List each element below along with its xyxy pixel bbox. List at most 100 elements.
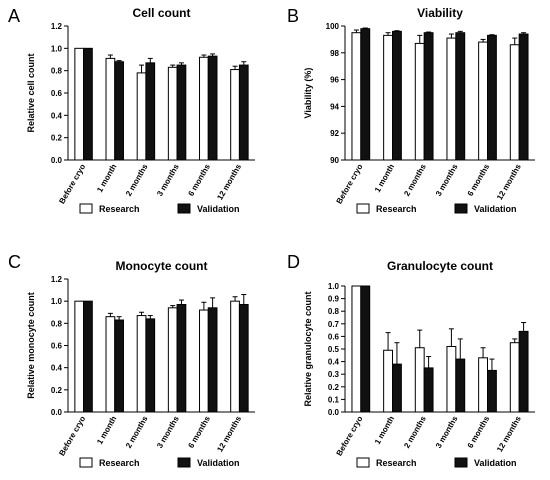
panel-a: A Cell count Relative cell count 0.0 0.2 0.4 0…: [8, 6, 255, 214]
chart-title: Cell count: [132, 6, 190, 20]
y-tick-label: 0.8: [328, 307, 340, 316]
bar-research: [167, 66, 178, 161]
y-tick-label: 0.0: [51, 408, 63, 417]
bar-validation: [423, 32, 434, 161]
y-tick-label: 1.0: [51, 44, 63, 53]
y-tick-label: 0.8: [51, 319, 63, 328]
bar-validation: [487, 369, 497, 413]
legend-swatch-research: [79, 203, 93, 214]
y-tick-label: 0.4: [51, 364, 63, 373]
bar-validation: [455, 32, 466, 161]
bar-research: [105, 316, 116, 413]
bar-validation: [114, 319, 124, 413]
x-tick-label: 2 months: [124, 162, 150, 198]
legend: Research Validation: [356, 203, 517, 214]
y-tick-label: 0.6: [51, 342, 63, 351]
y-tick-label: 1.2: [51, 22, 63, 31]
x-tick-label: Before cryo: [335, 414, 365, 457]
bar-research: [414, 42, 425, 161]
bar-validation: [207, 55, 218, 161]
bar-research: [230, 300, 240, 413]
panel-letter: A: [8, 6, 20, 26]
y-tick-label: 1.0: [51, 297, 63, 306]
x-tick-label: 3 months: [155, 414, 181, 450]
legend-swatch-validation: [177, 203, 191, 214]
bar-research: [74, 300, 85, 413]
y-tick-label: 0.3: [328, 370, 340, 379]
x-tick-label: 12 months: [495, 414, 523, 454]
x-tick-label: 2 months: [402, 162, 428, 198]
bar-research: [383, 34, 393, 161]
x-tick-label: 1 month: [95, 162, 118, 194]
y-tick-label: 98: [330, 49, 339, 58]
panel-letter: C: [8, 252, 21, 272]
bar-validation: [238, 64, 249, 161]
x-tick-label: 6 months: [186, 162, 212, 198]
bar-validation: [518, 33, 529, 161]
legend-swatch-research: [79, 457, 93, 468]
bar-validation: [207, 307, 218, 413]
y-tick-label: 0.2: [51, 134, 63, 143]
panel-b: B Viability Viability (%) 90 92 94 96 98 100 Befo…: [287, 6, 535, 214]
legend-label-research: Research: [376, 458, 417, 468]
legend-label-research: Research: [99, 204, 140, 214]
bar-validation: [145, 62, 156, 161]
legend-label-research: Research: [376, 204, 417, 214]
x-tick-label: 6 months: [466, 414, 492, 450]
y-tick-label: 0.6: [328, 332, 340, 341]
x-tick-label: 1 month: [373, 162, 396, 194]
bar-validation: [392, 363, 402, 413]
legend-label-validation: Validation: [197, 204, 240, 214]
panel-letter: D: [287, 252, 300, 272]
chart-title: Monocyte count: [116, 259, 208, 273]
legend-swatch-validation: [454, 203, 468, 214]
y-tick-label: 0.2: [51, 386, 63, 395]
chart-title: Granulocyte count: [387, 259, 493, 273]
y-tick-label: 0.6: [51, 89, 63, 98]
panel-letter: B: [287, 6, 299, 26]
legend-label-validation: Validation: [474, 204, 517, 214]
bar-research: [136, 315, 147, 413]
bar-research: [136, 72, 147, 161]
bar-research: [105, 57, 116, 161]
legend: Research Validation: [356, 457, 517, 468]
bar-research: [383, 349, 393, 413]
y-tick-label: 0.0: [328, 408, 340, 417]
x-tick-label: 6 months: [466, 162, 492, 198]
y-tick-label: 0.7: [328, 320, 340, 329]
x-tick-label: 12 months: [215, 414, 243, 454]
bar-research: [74, 47, 85, 161]
y-tick-label: 0.0: [51, 156, 63, 165]
y-tick-label: 0.4: [328, 358, 340, 367]
bar-research: [478, 357, 488, 413]
y-tick-label: 0.1: [328, 395, 340, 404]
bar-research: [199, 309, 209, 413]
y-axis-label: Relative monocyte count: [26, 292, 36, 399]
y-tick-label: 0.9: [328, 295, 340, 304]
bar-validation: [423, 367, 434, 413]
bar-validation: [455, 358, 466, 413]
panel-d: D Granulocyte count Relative granulocyte c…: [287, 252, 535, 468]
x-tick-label: 3 months: [434, 162, 460, 198]
x-tick-label: 1 month: [373, 414, 396, 446]
y-tick-label: 1.2: [51, 275, 63, 284]
bar-research: [446, 345, 457, 413]
y-tick-label: 0.2: [328, 383, 340, 392]
y-tick-label: 90: [330, 156, 339, 165]
legend-label-validation: Validation: [197, 458, 240, 468]
chart-title: Viability: [417, 6, 463, 20]
bar-research: [446, 37, 457, 161]
bar-research: [478, 41, 488, 161]
legend-label-validation: Validation: [474, 458, 517, 468]
bar-research: [230, 69, 240, 161]
y-tick-label: 0.5: [328, 345, 340, 354]
legend: Research Validation: [79, 457, 240, 468]
y-tick-label: 100: [326, 22, 340, 31]
bar-validation: [238, 303, 249, 413]
legend: Research Validation: [79, 203, 240, 214]
bar-validation: [360, 28, 371, 161]
x-tick-label: 2 months: [402, 414, 428, 450]
x-tick-label: Before cryo: [57, 414, 87, 457]
x-tick-label: 12 months: [215, 162, 243, 202]
